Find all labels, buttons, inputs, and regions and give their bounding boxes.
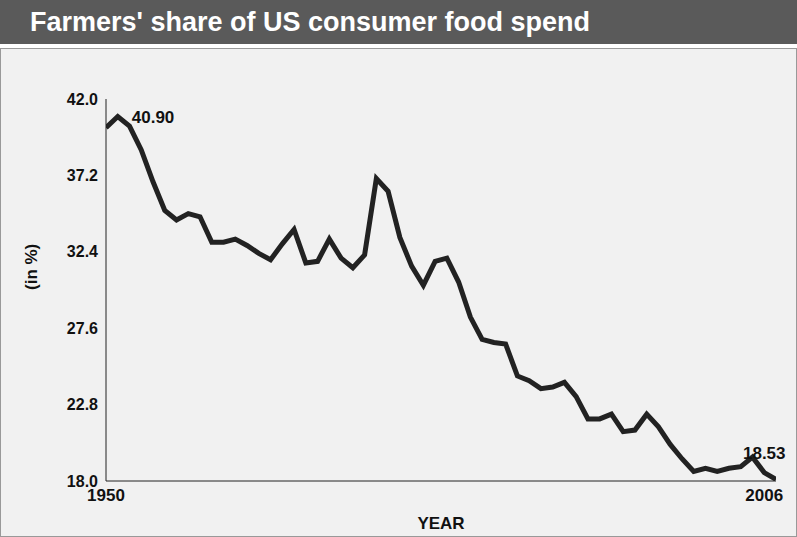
svg-text:40.90: 40.90 — [132, 108, 175, 127]
svg-text:37.2: 37.2 — [67, 167, 98, 184]
html-text:Farmers' share of US consumer: Farmers' share of US consumer food spend — [30, 7, 591, 37]
svg-text:22.8: 22.8 — [67, 396, 98, 413]
svg-text:(in %): (in %) — [22, 244, 41, 290]
svg-text:YEAR: YEAR — [417, 514, 464, 533]
svg-text:18.0: 18.0 — [67, 473, 98, 490]
svg-text:27.6: 27.6 — [67, 320, 98, 337]
svg-text:2006: 2006 — [745, 486, 783, 505]
svg-text:32.4: 32.4 — [67, 243, 98, 260]
svg-text:42.0: 42.0 — [67, 91, 98, 108]
svg-text:1950: 1950 — [87, 486, 125, 506]
svg-text:18.53: 18.53 — [743, 444, 786, 463]
